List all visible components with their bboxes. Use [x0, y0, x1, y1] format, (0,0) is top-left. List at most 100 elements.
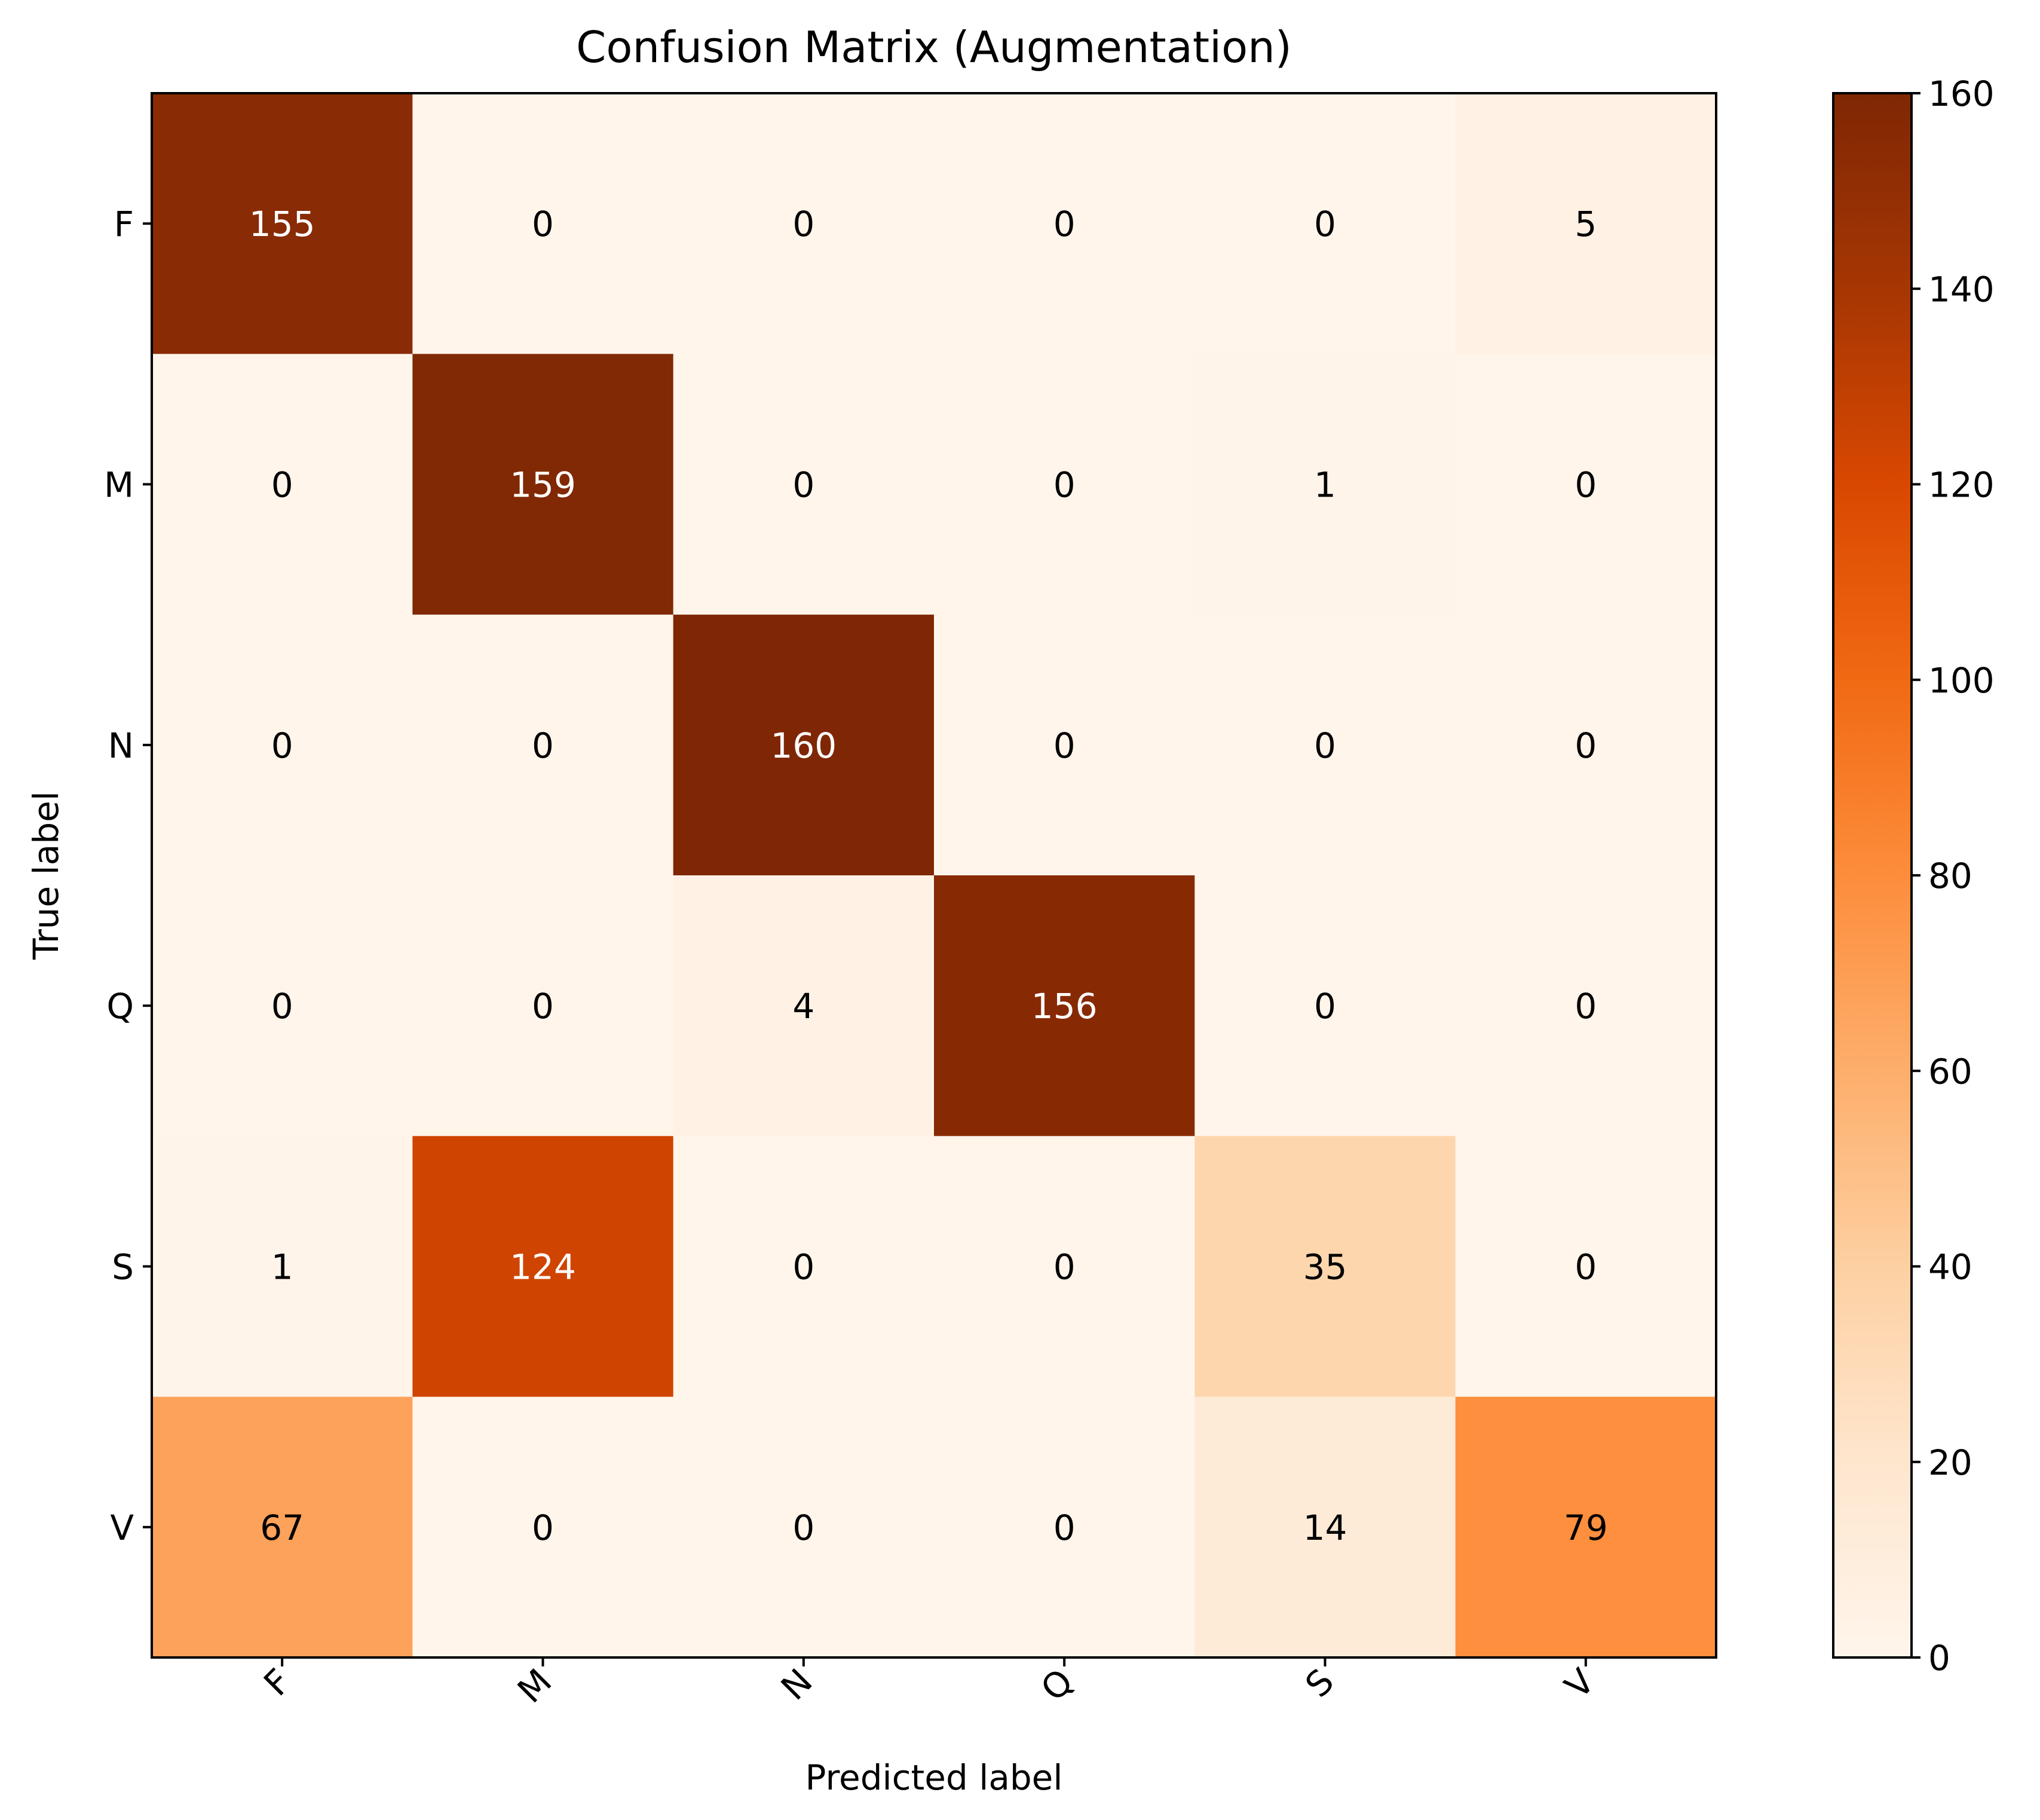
y-tick-label: N: [108, 725, 134, 766]
x-tick-label: S: [1297, 1661, 1341, 1705]
cell-value-label: 155: [249, 204, 316, 244]
heatmap-cell: [1194, 354, 1456, 615]
plot-frame: [151, 92, 1717, 1659]
heatmap-cell: [673, 875, 935, 1136]
x-tick-label: N: [773, 1661, 820, 1708]
colorbar-ticks: 0 20 40 60 80 100 120 140 160: [1912, 73, 1995, 1678]
cell-value-label: 0: [792, 204, 814, 244]
cell-value-label: 14: [1303, 1508, 1347, 1548]
heatmap-cell: [412, 875, 674, 1136]
cell-value-labels: 155 0 0 0 0 5 0 159 0 0 1 0 0 0 160 0 0 0 0 0 4 156 0 0 1 124 0 0 35…: [249, 204, 1608, 1548]
chart-title: Confusion Matrix (Augmentation): [576, 22, 1292, 72]
colorbar-tick-label: 100: [1928, 660, 1995, 701]
y-tick-label: V: [110, 1508, 134, 1548]
heatmap-cell: [673, 354, 935, 615]
cell-value-label: 79: [1564, 1508, 1608, 1548]
heatmap-cell: [152, 875, 413, 1136]
cell-value-label: 0: [532, 725, 554, 766]
heatmap-cell: [1194, 1136, 1456, 1398]
heatmap-cell: [152, 1136, 413, 1398]
heatmap-cell: [934, 614, 1195, 876]
heatmap-cell: [1455, 93, 1717, 354]
colorbar-tick-label: 40: [1928, 1247, 1972, 1288]
cell-value-label: 0: [792, 1508, 814, 1548]
cell-value-label: 0: [1314, 204, 1336, 244]
cell-value-label: 0: [532, 1508, 554, 1548]
heatmap-cell: [152, 354, 413, 615]
cell-value-label: 0: [532, 204, 554, 244]
heatmap-cell: [934, 93, 1195, 354]
heatmap-cell: [1194, 614, 1456, 876]
x-tick-label: M: [510, 1661, 559, 1711]
cell-value-label: 35: [1303, 1247, 1347, 1288]
heatmap-cells: [152, 93, 1717, 1658]
x-tick-label: Q: [1033, 1661, 1081, 1709]
cell-value-label: 1: [271, 1247, 293, 1288]
heatmap-cell: [934, 1136, 1195, 1398]
cell-value-label: 0: [271, 725, 293, 766]
heatmap-cell: [152, 93, 413, 354]
cell-value-label: 0: [1053, 465, 1076, 505]
heatmap-cell: [152, 614, 413, 876]
heatmap-cell: [1455, 354, 1717, 615]
y-tick-label: M: [104, 465, 134, 505]
colorbar-tick-label: 80: [1928, 856, 1972, 896]
heatmap-cell: [412, 614, 674, 876]
heatmap-cell: [412, 1136, 674, 1398]
y-axis-label: True label: [26, 791, 66, 960]
colorbar-tick-label: 20: [1928, 1442, 1972, 1483]
cell-value-label: 0: [1314, 725, 1336, 766]
cell-value-label: 0: [1053, 1247, 1076, 1288]
colorbar: [1832, 92, 1913, 1659]
y-axis-ticks: F M N Q S V: [104, 204, 152, 1548]
x-tick-label: F: [256, 1661, 299, 1704]
cell-value-label: 159: [510, 465, 576, 505]
cell-value-label: 0: [271, 465, 293, 505]
cell-value-label: 0: [1053, 204, 1076, 244]
heatmap-cell: [1455, 1136, 1717, 1398]
heatmap-cell: [412, 1396, 674, 1658]
cell-value-label: 124: [510, 1247, 576, 1288]
heatmap-cell: [934, 354, 1195, 615]
colorbar-tick-label: 120: [1928, 465, 1995, 505]
heatmap-cell: [673, 93, 935, 354]
heatmap-cell: [1194, 875, 1456, 1136]
y-tick-label: F: [114, 204, 134, 244]
cell-value-label: 0: [1053, 725, 1076, 766]
cell-value-label: 5: [1575, 204, 1597, 244]
colorbar-tick-label: 140: [1928, 269, 1995, 310]
cell-value-label: 1: [1314, 465, 1336, 505]
cell-value-label: 0: [792, 465, 814, 505]
heatmap-cell: [412, 354, 674, 615]
heatmap-cell: [673, 1136, 935, 1398]
heatmap-cell: [1455, 875, 1717, 1136]
cell-value-label: 0: [1575, 465, 1597, 505]
y-tick-label: S: [112, 1247, 134, 1288]
heatmap-cell: [1194, 93, 1456, 354]
cell-value-label: 0: [1575, 1247, 1597, 1288]
cell-value-label: 0: [532, 986, 554, 1027]
cell-value-label: 0: [1053, 1508, 1076, 1548]
heatmap-cell: [1455, 614, 1717, 876]
y-tick-label: Q: [106, 986, 134, 1027]
cell-value-label: 160: [770, 725, 837, 766]
cell-value-label: 4: [792, 986, 814, 1027]
cell-value-label: 0: [1314, 986, 1336, 1027]
x-axis-label: Predicted label: [805, 1757, 1063, 1798]
cell-value-label: 156: [1031, 986, 1098, 1027]
heatmap-cell: [673, 614, 935, 876]
heatmap-cell: [1194, 1396, 1456, 1658]
cell-value-label: 0: [271, 986, 293, 1027]
heatmap-cell: [1455, 1396, 1717, 1658]
colorbar-tick-label: 0: [1928, 1638, 1950, 1678]
colorbar-tick-label: 160: [1928, 73, 1995, 114]
cell-value-label: 0: [1575, 725, 1597, 766]
heatmap-cell: [412, 93, 674, 354]
cell-value-label: 0: [792, 1247, 814, 1288]
heatmap-cell: [152, 1396, 413, 1658]
heatmap-cell: [934, 875, 1195, 1136]
colorbar-tick-label: 60: [1928, 1051, 1972, 1092]
cell-value-label: 0: [1575, 986, 1597, 1027]
